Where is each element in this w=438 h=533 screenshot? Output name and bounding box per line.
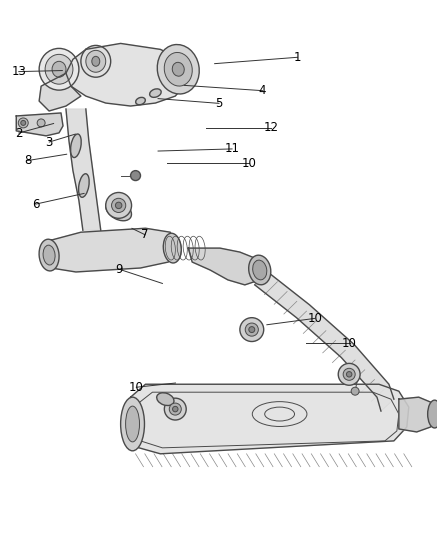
Circle shape (338, 364, 360, 385)
Polygon shape (16, 113, 63, 136)
Circle shape (37, 119, 45, 127)
Text: 2: 2 (15, 126, 22, 140)
Circle shape (115, 202, 122, 208)
Text: 9: 9 (115, 263, 123, 276)
Text: 4: 4 (259, 84, 266, 97)
Ellipse shape (163, 233, 181, 263)
Circle shape (21, 120, 26, 125)
Circle shape (343, 368, 355, 381)
Circle shape (346, 372, 352, 377)
Polygon shape (399, 397, 436, 432)
Ellipse shape (150, 89, 161, 98)
Ellipse shape (78, 174, 89, 197)
Circle shape (164, 398, 186, 420)
Text: 10: 10 (342, 337, 357, 350)
Circle shape (245, 323, 258, 336)
Text: 3: 3 (46, 135, 53, 149)
Text: 11: 11 (225, 142, 240, 156)
Ellipse shape (86, 51, 106, 72)
Ellipse shape (164, 52, 192, 86)
Ellipse shape (71, 134, 81, 158)
Polygon shape (255, 272, 394, 411)
Polygon shape (126, 384, 409, 454)
Polygon shape (66, 109, 101, 230)
Circle shape (112, 198, 126, 213)
Circle shape (173, 406, 178, 412)
Polygon shape (39, 73, 81, 111)
Circle shape (351, 387, 359, 395)
Ellipse shape (43, 245, 55, 265)
Text: 5: 5 (215, 97, 223, 110)
Polygon shape (66, 43, 188, 106)
Circle shape (131, 171, 141, 181)
Ellipse shape (157, 45, 199, 94)
Ellipse shape (126, 406, 140, 442)
Polygon shape (41, 228, 175, 272)
Text: 7: 7 (141, 228, 149, 241)
Ellipse shape (39, 239, 59, 271)
Ellipse shape (120, 397, 145, 451)
Polygon shape (188, 248, 265, 285)
Text: 10: 10 (242, 157, 257, 169)
Ellipse shape (136, 98, 145, 105)
Text: 10: 10 (307, 312, 322, 325)
Ellipse shape (427, 400, 438, 428)
Ellipse shape (39, 49, 79, 90)
Ellipse shape (110, 204, 127, 216)
Ellipse shape (172, 62, 184, 76)
Ellipse shape (253, 260, 267, 280)
Text: 8: 8 (24, 154, 31, 167)
Text: 13: 13 (11, 65, 26, 78)
Text: 1: 1 (293, 51, 301, 64)
Ellipse shape (157, 393, 174, 406)
Circle shape (18, 118, 28, 128)
Text: 12: 12 (264, 121, 279, 134)
Circle shape (106, 192, 131, 219)
Ellipse shape (249, 255, 271, 285)
Ellipse shape (45, 54, 73, 84)
Text: 6: 6 (32, 198, 40, 211)
Circle shape (240, 318, 264, 342)
Ellipse shape (52, 61, 66, 77)
Ellipse shape (81, 45, 111, 77)
Ellipse shape (92, 56, 100, 66)
Circle shape (169, 403, 181, 415)
Ellipse shape (106, 200, 131, 221)
Circle shape (249, 327, 255, 333)
Text: 10: 10 (129, 381, 144, 394)
